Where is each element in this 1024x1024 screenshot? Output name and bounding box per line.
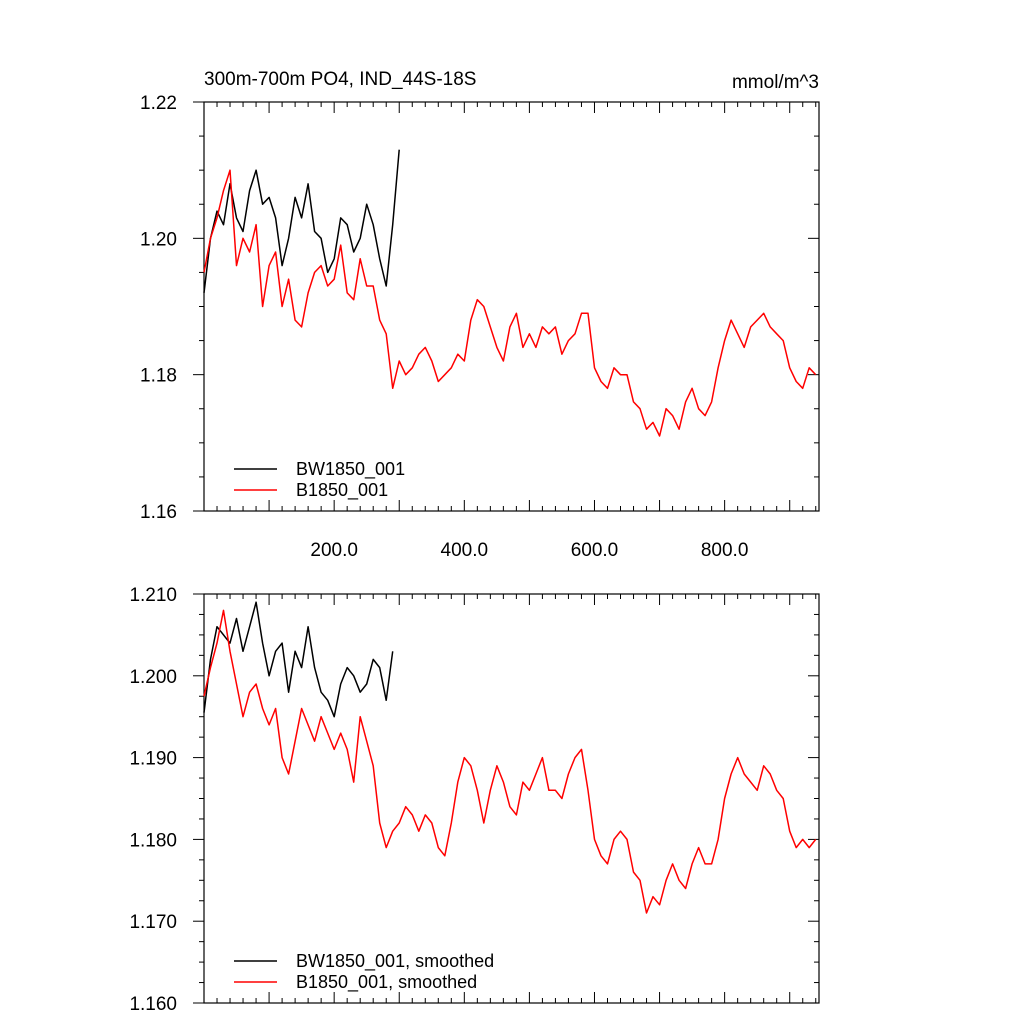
top-plot-frame — [203, 101, 820, 512]
y-tick-label: 1.160 — [129, 994, 177, 1015]
series-line-b1850 — [203, 169, 817, 437]
y-tick-label: 1.170 — [129, 912, 177, 933]
top-panel-units: mmol/m^3 — [732, 72, 819, 93]
bottom-axis-ticks: 1.160 1.170 1.180 1.190 1.200 1.210 — [129, 585, 819, 1015]
bottom-plot-lines — [203, 601, 817, 914]
y-tick-label: 1.210 — [129, 585, 177, 606]
y-tick-label: 1.180 — [129, 830, 177, 851]
y-tick-label: 1.22 — [140, 93, 177, 114]
series-line-b1850 — [203, 609, 817, 914]
y-tick-label: 1.18 — [140, 366, 177, 387]
top-panel-title: 300m-700m PO4, IND_44S-18S — [204, 69, 476, 90]
y-tick-label: 1.20 — [140, 229, 177, 250]
top-panel: 300m-700m PO4, IND_44S-18S mmol/m^3 200.… — [140, 69, 820, 561]
bottom-panel: 1.160 1.170 1.180 1.190 1.200 1.210 BW1850_00… — [129, 585, 820, 1015]
x-tick-label: 400.0 — [441, 540, 489, 561]
legend-label: BW1850_001, smoothed — [296, 951, 494, 972]
y-tick-label: 1.200 — [129, 667, 177, 688]
legend-label: B1850_001 — [296, 480, 388, 501]
legend-label: BW1850_001 — [296, 459, 405, 480]
x-tick-label: 200.0 — [310, 540, 358, 561]
x-tick-label: 600.0 — [571, 540, 619, 561]
top-axis-ticks: 200.0 400.0 600.0 800.0 1.16 1.18 1.20 1.22 — [140, 93, 819, 561]
series-line-bw1850 — [203, 601, 394, 718]
series-line-bw1850 — [203, 149, 400, 293]
legend-label: B1850_001, smoothed — [296, 972, 477, 993]
y-tick-label: 1.190 — [129, 749, 177, 770]
x-tick-label: 800.0 — [701, 540, 749, 561]
top-plot-lines — [203, 149, 817, 437]
y-tick-label: 1.16 — [140, 502, 177, 523]
